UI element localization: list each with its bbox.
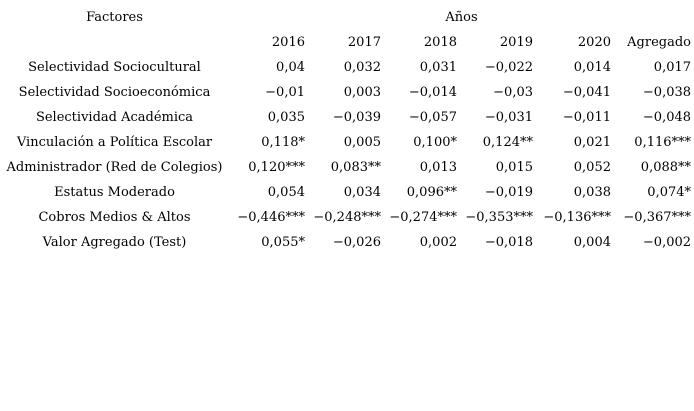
column-header-2016: 2016	[271, 35, 305, 50]
column-header-2018: 2018	[423, 35, 457, 50]
value-cell: −0,353***	[465, 210, 533, 225]
factor-label: Selectividad Académica	[35, 110, 194, 125]
value-cell: 0,100*	[413, 135, 457, 150]
factor-label: Selectividad Sociocultural	[28, 60, 201, 75]
value-cell: 0,005	[343, 135, 381, 150]
results-table: Factores Años 2016 2017 2018 2019 2020 A…	[0, 5, 694, 255]
value-cell: −0,038	[642, 85, 692, 100]
value-cell: 0,035	[267, 110, 305, 125]
table-row: Selectividad Socioeconómica −0,01 0,003 …	[0, 80, 694, 105]
value-cell: −0,274***	[389, 210, 457, 225]
value-cell: 0,014	[573, 60, 611, 75]
value-cell: 0,034	[343, 185, 381, 200]
factor-label: Cobros Medios & Altos	[38, 210, 191, 225]
value-cell: 0,054	[267, 185, 305, 200]
value-cell: 0,004	[573, 235, 611, 250]
value-cell: 0,021	[573, 135, 611, 150]
value-cell: −0,002	[642, 235, 692, 250]
column-header-2020: 2020	[577, 35, 611, 50]
value-cell: 0,096**	[406, 185, 457, 200]
value-cell: 0,003	[343, 85, 381, 100]
group-header-row: Factores Años	[0, 5, 694, 30]
value-cell: 0,055*	[261, 235, 305, 250]
value-cell: 0,015	[495, 160, 533, 175]
factor-label: Selectividad Socioeconómica	[18, 85, 211, 100]
empty-corner-cell	[0, 30, 229, 55]
value-cell: 0,088**	[640, 160, 692, 175]
value-cell: 0,120***	[248, 160, 305, 175]
value-cell: 0,116***	[634, 135, 692, 150]
table-row: Selectividad Académica 0,035 −0,039 −0,0…	[0, 105, 694, 130]
column-header-2019: 2019	[499, 35, 533, 50]
value-cell: −0,011	[562, 110, 611, 125]
value-cell: 0,124**	[482, 135, 533, 150]
value-cell: 0,013	[419, 160, 457, 175]
table-row: Selectividad Sociocultural 0,04 0,032 0,…	[0, 55, 694, 80]
value-cell: 0,052	[573, 160, 611, 175]
value-cell: −0,026	[332, 235, 381, 250]
value-cell: −0,248***	[313, 210, 381, 225]
value-cell: −0,039	[332, 110, 381, 125]
factors-group-header: Factores	[86, 10, 143, 25]
value-cell: −0,014	[408, 85, 457, 100]
value-cell: 0,017	[653, 60, 692, 75]
value-cell: −0,057	[408, 110, 457, 125]
factor-label: Valor Agregado (Test)	[42, 235, 187, 250]
value-cell: 0,002	[419, 235, 457, 250]
value-cell: −0,01	[265, 85, 305, 100]
value-cell: 0,031	[419, 60, 457, 75]
value-cell: −0,018	[484, 235, 533, 250]
table-row: Cobros Medios & Altos −0,446*** −0,248**…	[0, 205, 694, 230]
column-header-2017: 2017	[347, 35, 381, 50]
value-cell: −0,446***	[237, 210, 305, 225]
table-row: Administrador (Red de Colegios) 0,120***…	[0, 155, 694, 180]
table-row: Estatus Moderado 0,054 0,034 0,096** −0,…	[0, 180, 694, 205]
years-group-header: Años	[445, 10, 478, 25]
value-cell: −0,041	[562, 85, 611, 100]
factor-label: Estatus Moderado	[54, 185, 175, 200]
value-cell: −0,048	[642, 110, 692, 125]
value-cell: −0,136***	[543, 210, 611, 225]
column-header-agregado: Agregado	[627, 35, 692, 50]
value-cell: −0,019	[484, 185, 533, 200]
value-cell: 0,074*	[647, 185, 692, 200]
factor-label: Administrador (Red de Colegios)	[6, 160, 223, 175]
value-cell: 0,118*	[261, 135, 305, 150]
value-cell: −0,367***	[623, 210, 692, 225]
value-cell: −0,022	[484, 60, 533, 75]
value-cell: −0,03	[493, 85, 533, 100]
table-row: Vinculación a Política Escolar 0,118* 0,…	[0, 130, 694, 155]
table-row: Valor Agregado (Test) 0,055* −0,026 0,00…	[0, 230, 694, 255]
factor-label: Vinculación a Política Escolar	[16, 135, 213, 150]
value-cell: 0,032	[343, 60, 381, 75]
value-cell: 0,038	[573, 185, 611, 200]
column-header-row: 2016 2017 2018 2019 2020 Agregado	[0, 30, 694, 55]
value-cell: 0,083**	[330, 160, 381, 175]
value-cell: 0,04	[276, 60, 305, 75]
value-cell: −0,031	[484, 110, 533, 125]
